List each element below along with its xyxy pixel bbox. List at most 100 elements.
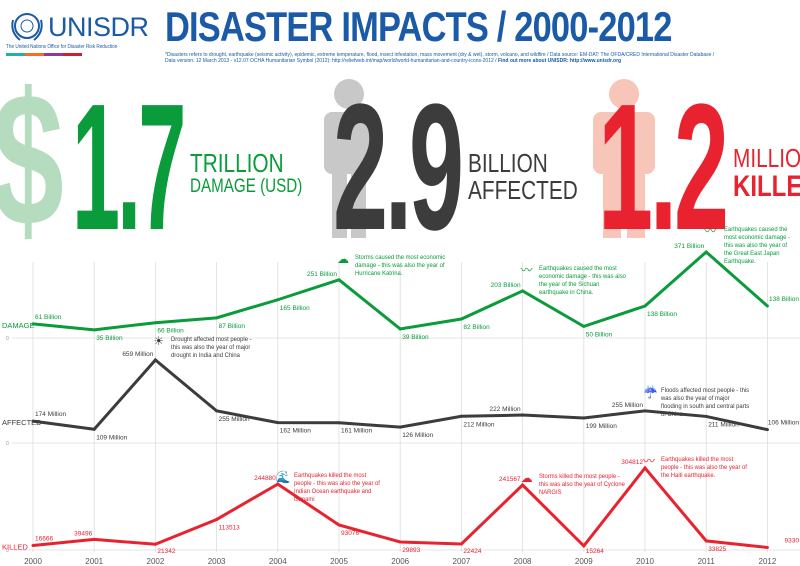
- storm-icon: ☁: [520, 471, 533, 485]
- data-label: 212 Million: [463, 421, 494, 428]
- earthquake-icon: 〰: [520, 262, 533, 277]
- data-point: [521, 483, 525, 487]
- year-tick-label: 2006: [391, 557, 409, 566]
- data-point: [337, 421, 341, 425]
- brand-color-bar: [6, 53, 82, 56]
- org-full-name: The United Nations Office for Disaster R…: [6, 44, 118, 50]
- data-point: [398, 540, 402, 544]
- series-name-killed: KILLED: [2, 543, 28, 552]
- data-point: [582, 324, 586, 328]
- year-tick-label: 2005: [330, 557, 348, 566]
- year-tick-label: 2003: [208, 557, 226, 566]
- data-label: 29893: [402, 547, 420, 554]
- data-point: [582, 544, 586, 548]
- year-tick-label: 2007: [453, 557, 471, 566]
- data-label: 35 Billion: [96, 335, 123, 342]
- year-tick-label: 2001: [85, 557, 103, 566]
- data-point: [153, 321, 157, 325]
- data-label: 82 Billion: [463, 324, 490, 331]
- data-label: 304812: [621, 459, 643, 466]
- data-label: 16666: [35, 536, 53, 543]
- damage-unit: TRILLION: [190, 148, 284, 178]
- data-label: 251 Billion: [307, 271, 337, 278]
- data-label: 9330: [785, 537, 800, 544]
- data-point: [643, 466, 647, 470]
- data-label: 241567: [499, 476, 521, 483]
- zero-tick-label: 0: [6, 336, 9, 342]
- data-label: 87 Billion: [219, 323, 246, 330]
- data-label: 371 Billion: [674, 243, 704, 250]
- data-point: [276, 298, 280, 302]
- data-label: 33825: [708, 546, 726, 553]
- data-point: [459, 542, 463, 546]
- data-point: [704, 250, 708, 254]
- page-title: DISASTER IMPACTS / 2000-2012: [165, 3, 672, 50]
- data-point: [31, 322, 35, 326]
- series-name-damage: DAMAGE: [2, 321, 35, 330]
- un-emblem-icon: [11, 13, 43, 41]
- data-point: [31, 419, 35, 423]
- zero-tick-label: 0: [6, 441, 9, 447]
- data-label: 211 Million: [708, 421, 739, 428]
- data-point: [215, 316, 219, 320]
- earthquake-icon: 〰: [704, 224, 717, 238]
- data-label: 162 Million: [280, 428, 311, 435]
- data-label: 165 Billion: [280, 305, 310, 312]
- year-tick-label: 2010: [636, 557, 654, 566]
- annotation: Drought affected most people - this was …: [171, 336, 252, 359]
- unisdr-link[interactable]: Find out more about UNISDR: http://www.u…: [497, 58, 622, 64]
- annotation: Storms caused the most economic damage -…: [355, 253, 446, 277]
- data-point: [643, 304, 647, 308]
- year-tick-label: 2002: [147, 557, 165, 566]
- data-label: 255 Million: [219, 416, 250, 423]
- data-label: 22424: [463, 548, 481, 555]
- data-point: [765, 428, 769, 432]
- data-label: 50 Billion: [586, 331, 613, 338]
- data-label: 138 Billion: [769, 296, 799, 303]
- data-label: 106 Million: [768, 420, 799, 427]
- data-point: [92, 537, 96, 541]
- data-point: [521, 289, 525, 293]
- year-tick-label: 2000: [24, 557, 42, 566]
- data-label: 255 Million: [612, 402, 643, 409]
- data-point: [704, 539, 708, 543]
- data-point: [337, 278, 341, 282]
- person-icon: [324, 79, 374, 238]
- affected-label: AFFECTED: [468, 175, 578, 205]
- data-point: [765, 304, 769, 308]
- earthquake-icon: 〰: [643, 454, 656, 468]
- annotation: Earthquakes caused the most economic dam…: [724, 226, 791, 265]
- year-tick-label: 2008: [514, 557, 532, 566]
- annotation: Storms killed the most people - this was…: [538, 473, 625, 496]
- org-logo: UNISDR: [48, 12, 149, 42]
- data-label: 244880: [254, 475, 276, 482]
- annotation: Floods affected most people - this was a…: [661, 386, 750, 418]
- data-point: [643, 409, 647, 413]
- data-label: 222 Million: [490, 406, 521, 413]
- year-tick-label: 2004: [269, 557, 287, 566]
- data-point: [92, 328, 96, 332]
- data-point: [153, 358, 157, 362]
- data-point: [276, 421, 280, 425]
- data-label: 66 Billion: [157, 328, 184, 335]
- flood-icon: ☔: [643, 384, 658, 399]
- killed-total: 1.2: [598, 67, 729, 268]
- annotation: Earthquakes killed the most people - thi…: [661, 456, 747, 479]
- damage-label: DAMAGE (USD): [190, 176, 303, 197]
- data-point: [459, 317, 463, 321]
- data-point: [215, 517, 219, 521]
- affected-total: 2.9: [333, 67, 464, 268]
- data-point: [704, 414, 708, 418]
- year-tick-label: 2011: [698, 557, 716, 566]
- data-point: [215, 409, 219, 413]
- data-label: 161 Million: [341, 428, 372, 435]
- annotation: Earthquakes caused the most economic dam…: [538, 264, 626, 296]
- data-label: 138 Billion: [647, 311, 677, 318]
- year-tick-label: 2009: [575, 557, 593, 566]
- affected-unit: BILLION: [468, 148, 548, 178]
- year-tick-label: 2012: [759, 557, 777, 566]
- data-label: 93076: [341, 530, 359, 537]
- data-point: [521, 413, 525, 417]
- data-label: 113513: [219, 524, 241, 531]
